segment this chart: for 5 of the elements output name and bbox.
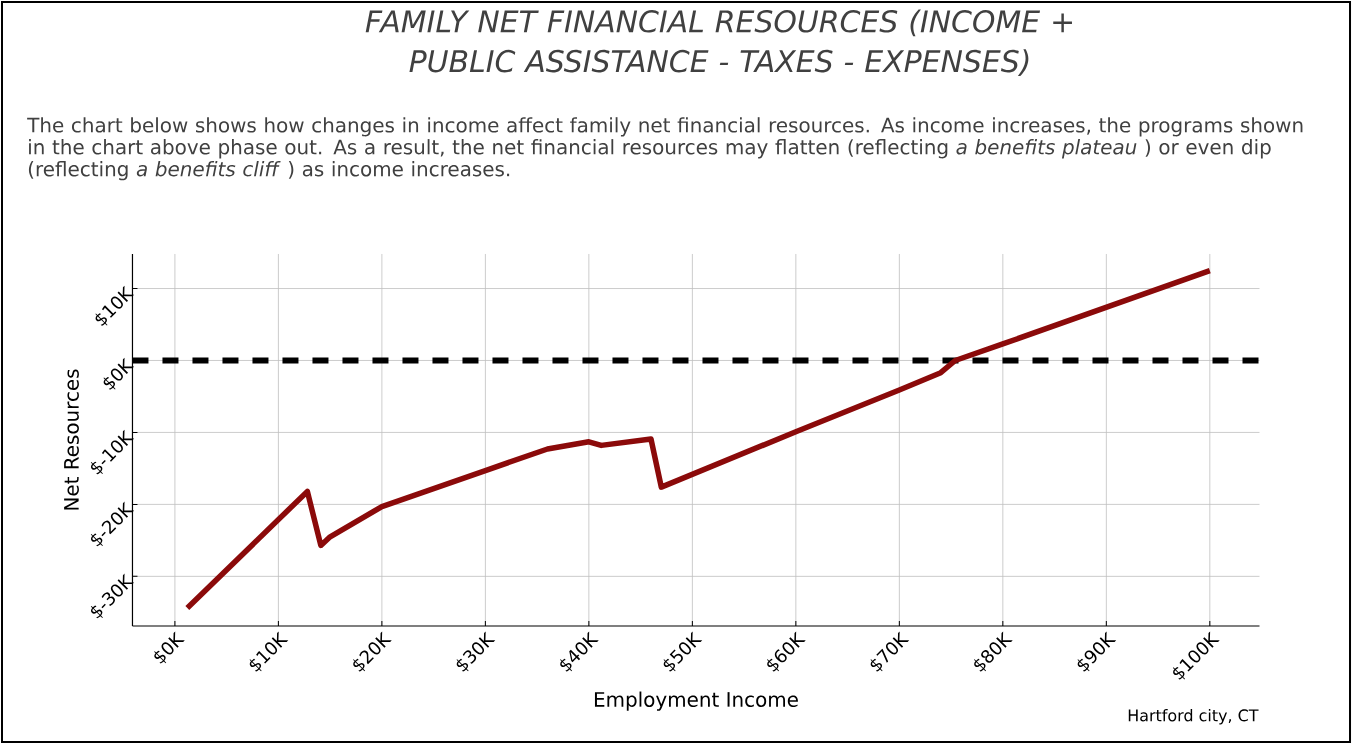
x-axis-title: Employment Income [594, 691, 798, 711]
text: The chart below shows how changes in income affect family net financial resources. As income increases, the programs shown in the chart above phase out. As a result, the net financial resources may flatten (reflecting a benefits plateau ) or even dip (reflecting a benefits cliff ) as income increases. [27, 117, 1303, 181]
chart-title: FAMILY NET FINANCIAL RESOURCES (INCOME + PUBLIC ASSISTANCE - TAXES - EXPENSES) [365, 9, 1072, 76]
y-axis-title: Net Resources [64, 369, 79, 510]
text: Hartford city, CT [1128, 709, 1259, 725]
